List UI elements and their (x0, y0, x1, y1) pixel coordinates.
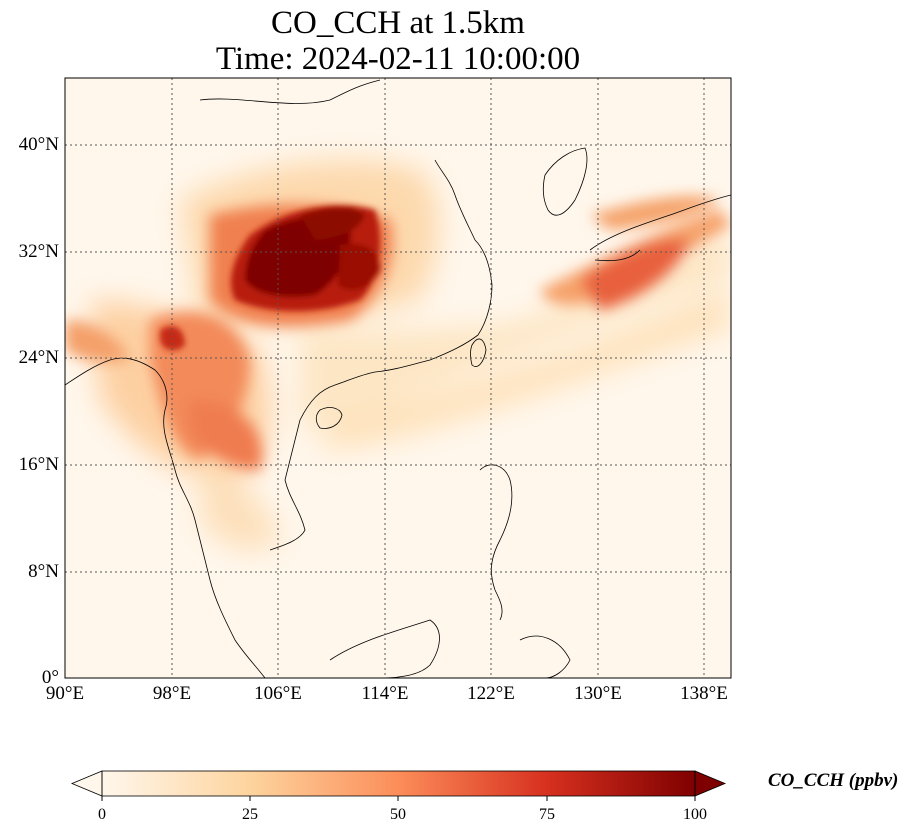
lon-label-138e: 138°E (680, 683, 728, 704)
colorbar-gradient (102, 771, 695, 796)
map-frame (64, 77, 732, 679)
coast-indochina-west (65, 357, 266, 678)
map-title-line1: CO_CCH at 1.5km (271, 5, 525, 41)
taiwan (470, 338, 487, 367)
map-title-line2: Time: 2024-02-11 10:00:00 (215, 41, 581, 77)
lat-label-0: 0° (41, 667, 59, 688)
lon-label-90e: 90°E (45, 683, 85, 704)
coastlines (65, 79, 731, 678)
japan (589, 194, 731, 262)
lon-label-114e: 114°E (361, 683, 409, 704)
sulawesi-north (519, 635, 571, 678)
lat-label-16n: 16°N (18, 454, 59, 475)
lon-label-130e: 130°E (574, 683, 622, 704)
concentration-field (65, 78, 731, 678)
colorbar-extend-min (70, 770, 103, 797)
lat-label-8n: 8°N (28, 561, 59, 582)
colorbar-label: CO_CCH (ppbv) (768, 770, 899, 791)
lon-label-122e: 122°E (467, 683, 515, 704)
colorbar-tick-25: 25 (242, 806, 258, 823)
coast-vietnam (269, 419, 306, 551)
lat-label-24n: 24°N (18, 347, 59, 368)
mongolia-border (199, 79, 381, 104)
colorbar-tick-0: 0 (98, 806, 106, 823)
lon-label-98e: 98°E (152, 683, 192, 704)
gridlines (65, 78, 731, 678)
lat-label-40n: 40°N (18, 134, 59, 155)
hainan (315, 407, 343, 429)
lat-label-32n: 32°N (18, 241, 59, 262)
colorbar (70, 770, 727, 801)
plume-core (160, 205, 380, 351)
philippines (479, 464, 513, 621)
colorbar-tick-100: 100 (683, 806, 707, 823)
colorbar-tick-50: 50 (390, 806, 406, 823)
lon-label-106e: 106°E (254, 683, 302, 704)
colorbar-tick-75: 75 (539, 806, 555, 823)
colorbar-extend-max (694, 770, 727, 797)
borneo-north (329, 619, 440, 678)
coast-china (299, 159, 493, 421)
korea (542, 147, 588, 216)
